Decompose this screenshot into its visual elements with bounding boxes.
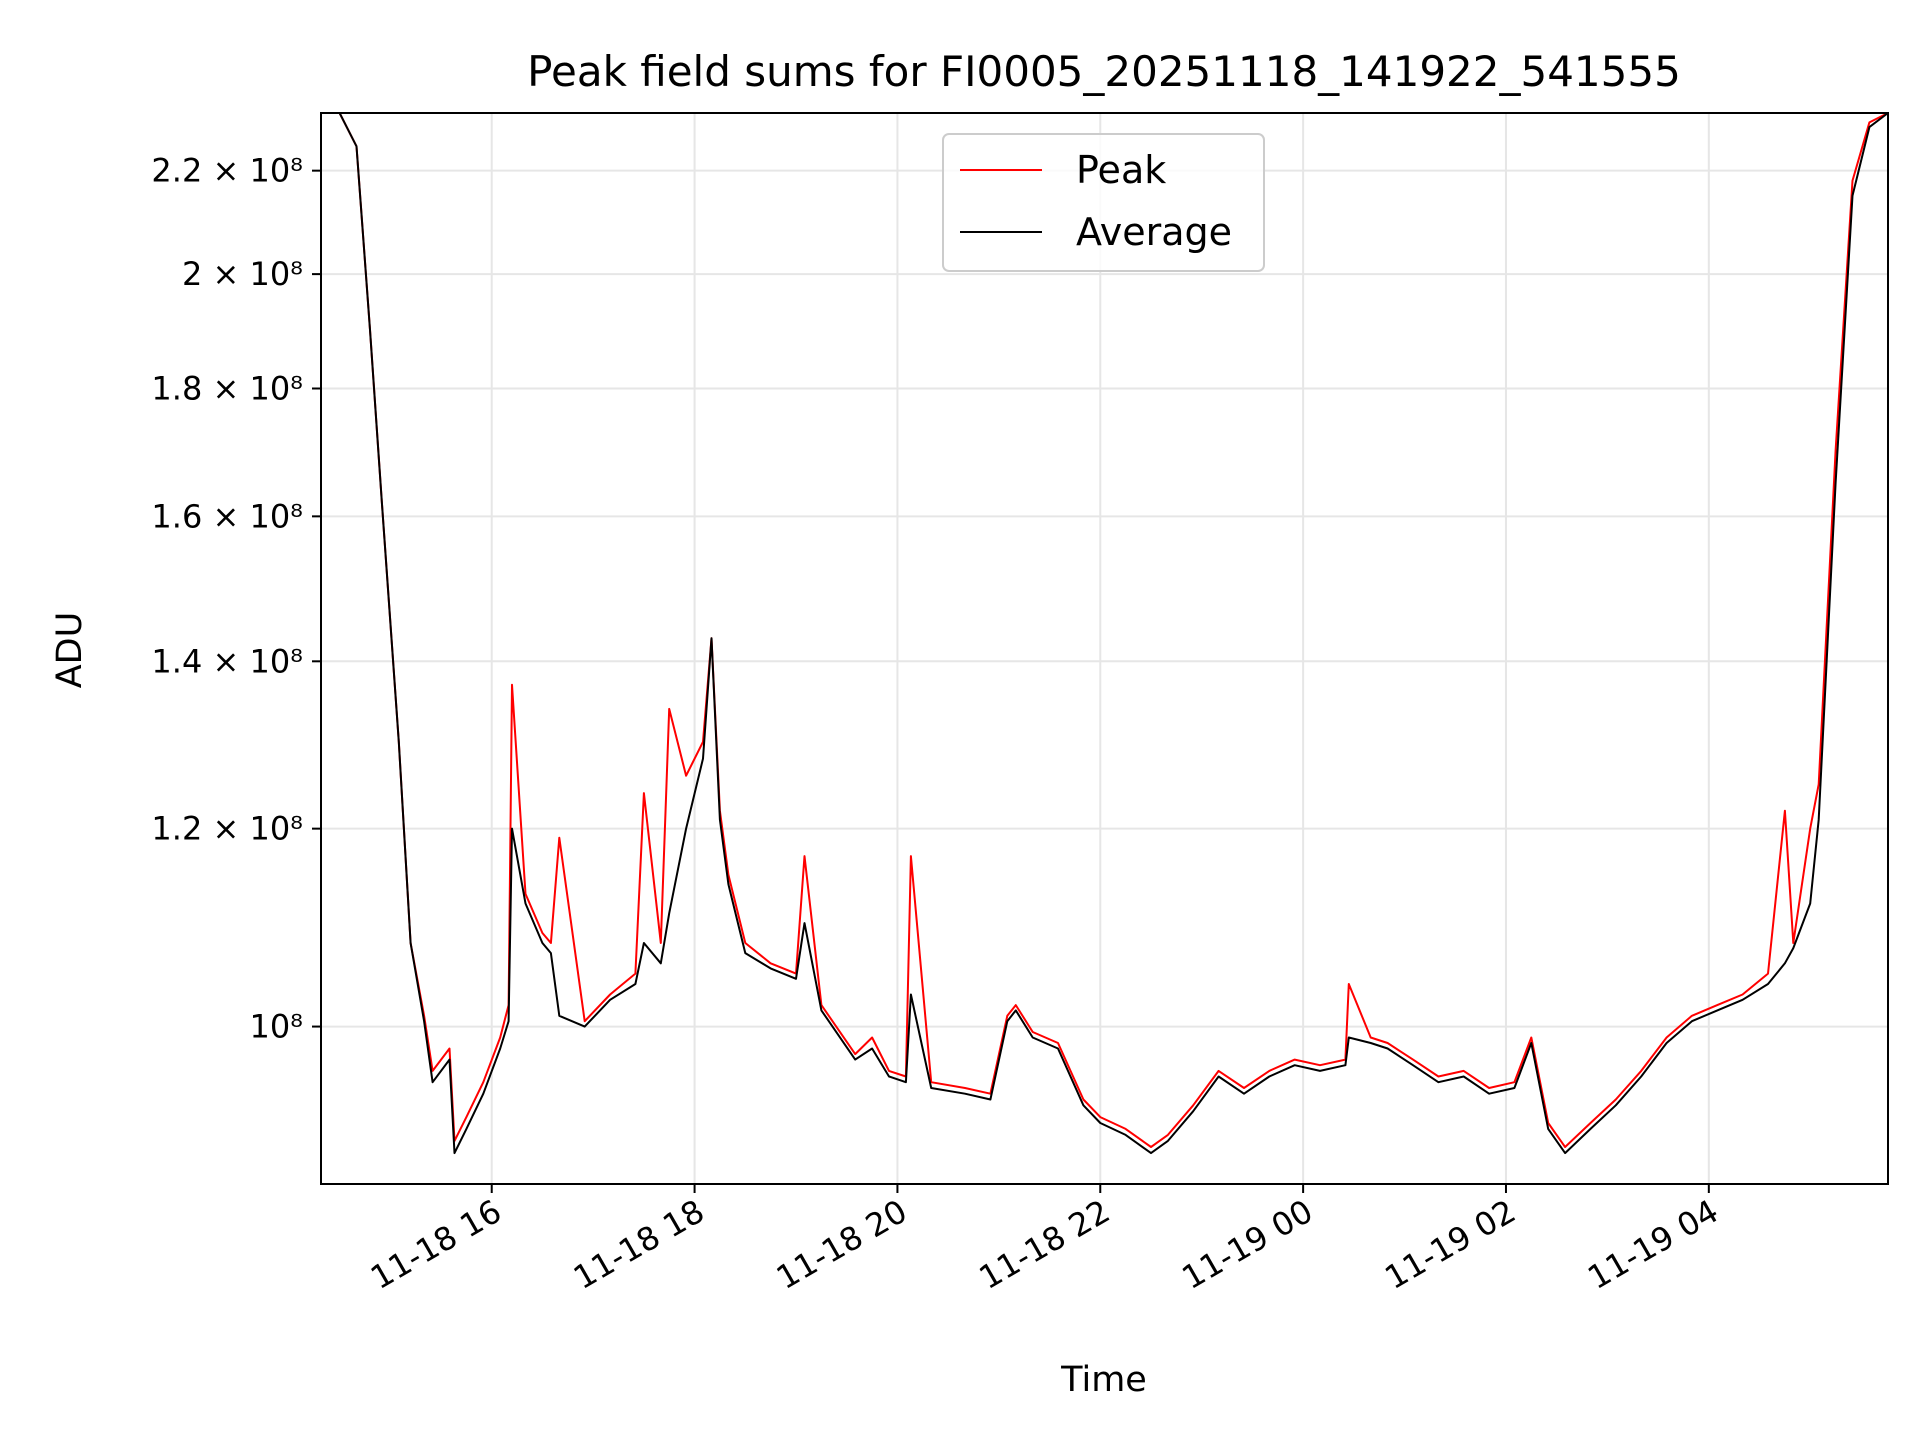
legend-box: [942, 133, 1265, 272]
y-axis-label: ADU: [50, 612, 90, 689]
y-tick-label: 1.6 × 10⁸: [151, 497, 303, 535]
series-line-average: [321, 112, 1889, 1155]
chart-title: Peak field sums for FI0005_20251118_1419…: [527, 47, 1681, 96]
legend-peak-label: Peak: [1076, 148, 1166, 192]
series-lines: [321, 112, 1889, 1155]
plot-area-frame: [320, 112, 1889, 1185]
y-tick-label: 1.4 × 10⁸: [151, 642, 303, 680]
y-tick-label: 2 × 10⁸: [182, 255, 303, 293]
x-axis-label: Time: [1060, 1360, 1147, 1400]
y-tick-label: 1.2 × 10⁸: [151, 810, 303, 848]
legend-average-label: Average: [1076, 210, 1232, 254]
y-tick-label: 1.8 × 10⁸: [151, 369, 303, 407]
series-line-peak: [321, 112, 1889, 1148]
y-tick-label: 10⁸: [249, 1008, 303, 1046]
grid-lines: [321, 113, 1888, 1184]
legend: Peak Average: [942, 133, 1265, 272]
y-tick-label: 2.2 × 10⁸: [151, 152, 303, 190]
